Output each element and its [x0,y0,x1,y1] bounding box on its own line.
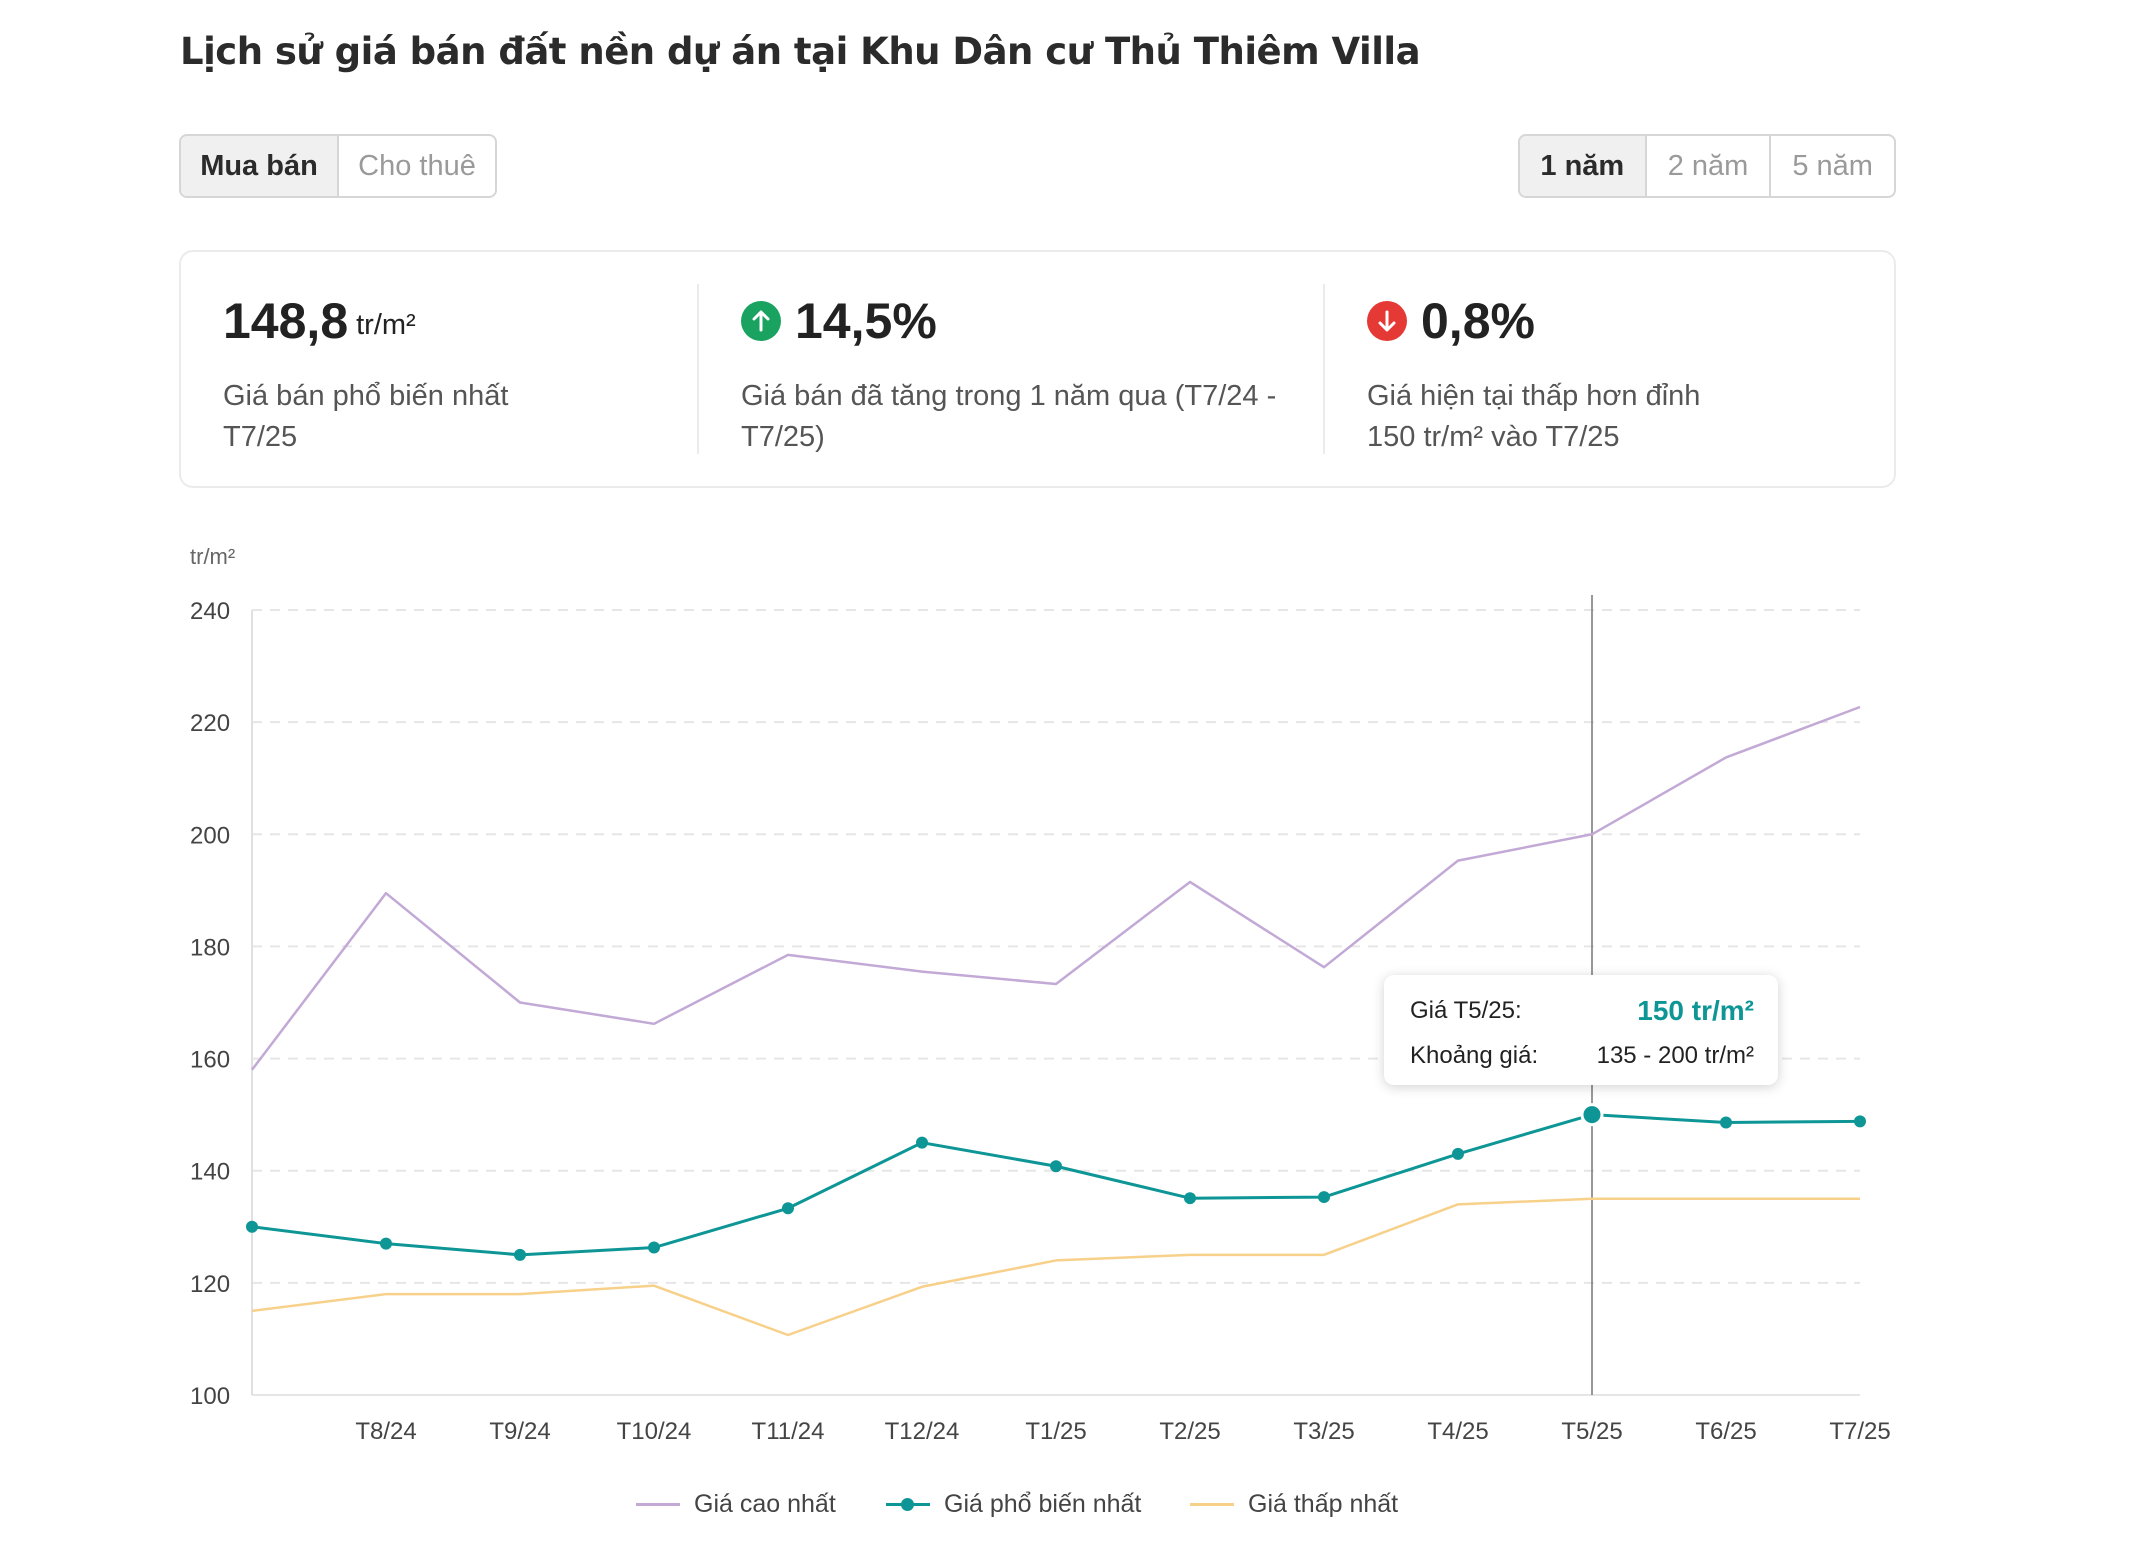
stat-popular-value: 148,8 [223,293,349,349]
arrow-down-icon [1367,301,1407,341]
stat-below-peak-desc: Giá hiện tại thấp hơn đỉnh 150 tr/m² vào… [1367,376,1927,458]
x-tick-label: T2/25 [1159,1418,1220,1445]
stat-increase-desc-line2: T7/25) [741,421,825,453]
tooltip-range-label: Khoảng giá: [1410,1042,1539,1069]
tab-5-nam[interactable]: 5 năm [1769,136,1894,196]
series-line-popular[interactable] [251,1113,1861,1257]
data-point-popular[interactable] [1452,1147,1464,1160]
stat-popular-desc: Giá bán phổ biến nhất T7/25 [223,376,783,458]
x-tick-label: T3/25 [1293,1418,1354,1445]
data-point-popular[interactable] [1854,1115,1866,1128]
data-point-popular[interactable] [782,1202,794,1215]
stat-increase-desc-line1: Giá bán đã tăng trong 1 năm qua (T7/24 - [741,380,1277,412]
x-tick-label: T11/24 [752,1418,825,1445]
x-tick-label: T7/25 [1829,1418,1890,1445]
time-range-toggle: 1 năm 2 năm 5 năm [1518,134,1896,198]
stat-popular-unit: tr/m² [356,308,416,341]
y-axis-unit: tr/m² [190,544,235,569]
x-tick-label: T4/25 [1427,1418,1488,1445]
transaction-type-toggle: Mua bán Cho thuê [179,134,497,198]
x-tick-label: T1/25 [1025,1418,1086,1445]
tab-cho-thue[interactable]: Cho thuê [337,136,495,196]
legend-item-low[interactable]: Giá thấp nhất [1190,1490,1398,1519]
stat-increase: 14,5% Giá bán đã tăng trong 1 năm qua (T… [741,292,1301,458]
data-point-popular[interactable] [246,1220,258,1233]
x-tick-label: T8/24 [355,1418,416,1445]
y-tick-label: 200 [190,822,230,849]
x-tick-label: T12/24 [885,1418,960,1445]
tab-2-nam[interactable]: 2 năm [1644,136,1770,196]
price-summary-card: 148,8 tr/m² Giá bán phổ biến nhất T7/25 … [179,250,1896,488]
series-line-high[interactable] [251,705,1861,1071]
data-point-popular[interactable] [648,1241,660,1254]
y-tick-label: 160 [190,1047,230,1074]
tab-1-nam[interactable]: 1 năm [1520,136,1645,196]
stat-increase-desc: Giá bán đã tăng trong 1 năm qua (T7/24 -… [741,376,1301,458]
tooltip-range-value: 135 - 200 tr/m² [1596,1042,1754,1069]
chart-tooltip: Giá T5/25: 150 tr/m² Khoảng giá: 135 - 2… [1384,975,1778,1085]
x-tick-label: T6/25 [1695,1418,1756,1445]
legend-label-low: Giá thấp nhất [1248,1490,1399,1518]
stat-below-peak-desc-line1: Giá hiện tại thấp hơn đỉnh [1367,380,1701,412]
y-tick-label: 100 [190,1383,230,1410]
data-point-popular[interactable] [1184,1192,1196,1205]
data-point-popular[interactable] [380,1237,392,1250]
stat-divider [1323,284,1325,454]
y-tick-label: 240 [190,598,230,625]
tooltip-price-label: Giá T5/25: [1410,997,1522,1024]
legend-label-high: Giá cao nhất [694,1490,836,1518]
series-line-low[interactable] [251,1197,1860,1337]
tooltip-price-value: 150 tr/m² [1637,995,1754,1026]
data-point-popular[interactable] [916,1136,928,1149]
data-point-popular[interactable] [1318,1191,1330,1204]
stat-popular-desc-line1: Giá bán phổ biến nhất [223,380,509,412]
legend-swatch-popular [886,1498,930,1511]
legend-swatch-high [636,1503,680,1506]
stat-below-peak-desc-line2: 150 tr/m² vào T7/25 [1367,421,1620,453]
arrow-up-icon [741,301,781,341]
price-history-chart[interactable]: tr/m² 100 120 140 160 180 200 220 240 T8/24 T9/24… [0,520,2150,1480]
x-tick-label: T9/24 [489,1418,550,1445]
legend-label-popular: Giá phổ biến nhất [944,1490,1142,1518]
y-tick-label: 120 [190,1271,230,1298]
stat-increase-value: 14,5% [795,293,937,349]
data-point-popular[interactable] [1580,1103,1604,1127]
y-tick-label: 180 [190,934,230,961]
legend-swatch-low [1190,1503,1234,1506]
data-point-popular[interactable] [514,1248,526,1261]
stat-below-peak-value: 0,8% [1421,293,1535,349]
legend-item-popular[interactable]: Giá phổ biến nhất [886,1490,1141,1519]
legend-item-high[interactable]: Giá cao nhất [636,1490,836,1519]
stat-divider [697,284,699,454]
y-tick-label: 140 [190,1159,230,1186]
stat-popular-price: 148,8 tr/m² Giá bán phổ biến nhất T7/25 [223,292,783,458]
page-title: Lịch sử giá bán đất nền dự án tại Khu Dâ… [180,30,1421,73]
y-tick-label: 220 [190,710,230,737]
tab-mua-ban[interactable]: Mua bán [181,136,337,196]
x-tick-label: T10/24 [617,1418,692,1445]
data-point-popular[interactable] [1050,1160,1062,1173]
data-point-popular[interactable] [1720,1116,1732,1129]
stat-popular-desc-line2: T7/25 [223,421,298,453]
x-tick-label: T5/25 [1561,1418,1622,1445]
stat-below-peak: 0,8% Giá hiện tại thấp hơn đỉnh 150 tr/m… [1367,292,1927,458]
